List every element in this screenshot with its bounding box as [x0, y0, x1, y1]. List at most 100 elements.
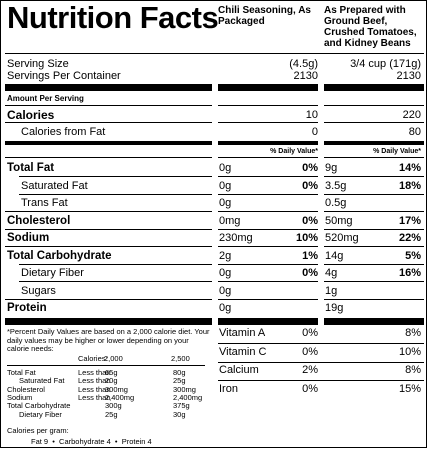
- footnote-row-nutrient: Cholesterol: [7, 384, 45, 394]
- footnote-text: *Percent Daily Values are based on a 2,0…: [7, 327, 210, 353]
- divider: [324, 105, 424, 106]
- footnote-row-2000: 300g: [105, 401, 122, 411]
- footnote-row-2000: 300mg: [105, 384, 128, 394]
- nutrient-amount-col1: 0g: [219, 302, 232, 314]
- divider: [19, 281, 212, 282]
- divider: [5, 122, 212, 123]
- vitamin-dv-col1: 2%: [302, 364, 318, 376]
- nutrient-amount-col1: 0g: [219, 284, 232, 297]
- divider: [218, 263, 318, 265]
- footnote-row-2500: 375g: [173, 401, 190, 411]
- nutrient-dv-col1: 1%: [302, 249, 318, 262]
- thick-bar: [5, 318, 212, 325]
- vitamin-dv-col2: 8%: [405, 327, 421, 339]
- footnote-row-2000: 65g: [105, 368, 118, 377]
- serving-size-col2: 3/4 cup (171g): [350, 58, 421, 70]
- footnote-header-2500: 2,500: [171, 354, 190, 363]
- divider: [7, 365, 205, 366]
- dv-header-col2: % Daily Value*: [373, 148, 421, 155]
- divider: [218, 105, 318, 106]
- divider: [324, 157, 424, 158]
- column-header-as-packaged: Chili Seasoning, As Packaged: [218, 5, 311, 27]
- nutrient-amount-col2: 0.5g: [325, 197, 347, 209]
- servings-per-container-label: Servings Per Container: [7, 70, 121, 82]
- nutrient-amount-col2: 4g: [325, 267, 338, 279]
- thick-bar: [218, 84, 318, 91]
- medium-bar: [218, 141, 318, 145]
- vitamin-dv-col2: 10%: [398, 345, 421, 358]
- thick-bar: [324, 318, 424, 325]
- divider: [218, 122, 318, 123]
- divider: [218, 211, 318, 212]
- calories-from-fat-label: Calories from Fat: [21, 126, 106, 138]
- calories-col2: 220: [402, 109, 421, 121]
- serving-size-label: Serving Size: [7, 58, 69, 70]
- divider: [218, 246, 318, 247]
- divider: [5, 298, 212, 300]
- footnote-row-2000: 25g: [105, 409, 118, 419]
- divider: [324, 263, 424, 265]
- label-title: Nutrition Facts: [7, 0, 219, 35]
- divider: [19, 263, 212, 265]
- divider: [324, 211, 424, 212]
- divider: [5, 105, 212, 106]
- footnote-row-nutrient: Total Carbohydrate: [7, 401, 71, 411]
- footnote-row-2500: 30g: [173, 409, 186, 419]
- nutrient-dv-col1: 0%: [302, 162, 318, 174]
- servings-per-container-col1: 2130: [293, 70, 318, 82]
- divider: [19, 176, 212, 177]
- divider: [218, 380, 424, 381]
- nutrient-amount-col1: 0mg: [219, 214, 241, 227]
- vitamin-dv-col2: 8%: [405, 364, 421, 376]
- divider: [5, 228, 212, 230]
- nutrient-amount-col2: 50mg: [325, 214, 353, 227]
- nutrient-amount-col1: 0g: [219, 162, 232, 174]
- vitamin-dv-col1: 0%: [302, 345, 318, 358]
- nutrient-dv-col1: 0%: [302, 267, 318, 279]
- calories-from-fat-col1: 0: [311, 126, 318, 138]
- nutrient-dv-col1: 0%: [302, 214, 318, 227]
- divider: [324, 193, 424, 195]
- nutrient-amount-col1: 0g: [219, 267, 232, 279]
- footnote-header-2000: 2,000: [104, 354, 123, 363]
- dv-header-col1: % Daily Value*: [270, 148, 318, 155]
- nutrient-amount-col1: 230mg: [219, 232, 253, 244]
- thick-bar: [324, 84, 424, 91]
- nutrient-dv-col2: 5%: [405, 249, 421, 262]
- nutrient-dv-col2: 18%: [398, 179, 421, 192]
- divider: [324, 246, 424, 247]
- footnote-row-nutrient: Dietary Fiber: [19, 409, 62, 419]
- divider: [324, 228, 424, 230]
- nutrient-dv-col1: 10%: [295, 232, 318, 244]
- nutrient-label: Protein: [7, 302, 47, 314]
- nutrient-amount-col1: 0g: [219, 179, 232, 192]
- nutrient-amount-col1: 0g: [219, 197, 232, 209]
- nutrient-amount-col2: 9g: [325, 162, 338, 174]
- nutrient-label: Sodium: [7, 232, 50, 244]
- thick-bar: [218, 318, 318, 325]
- calories-per-gram-values: Fat 9 • Carbohydrate 4 • Protein 4: [31, 437, 152, 446]
- divider: [5, 53, 424, 54]
- divider: [324, 281, 424, 282]
- divider: [218, 343, 424, 344]
- divider: [218, 193, 318, 195]
- vitamin-label: Calcium: [219, 364, 259, 376]
- calories-col1: 10: [305, 109, 318, 121]
- nutrient-dv-col2: 16%: [398, 267, 421, 279]
- divider: [324, 122, 424, 123]
- nutrient-dv-col2: 17%: [398, 214, 421, 227]
- footnote-row-qualifier: Less than: [78, 392, 111, 402]
- calories-from-fat-col2: 80: [408, 126, 421, 138]
- nutrient-dv-col2: 22%: [398, 232, 421, 244]
- footnote-row-2500: 2,400mg: [173, 392, 203, 402]
- nutrient-label: Total Carbohydrate: [7, 249, 112, 262]
- amount-per-serving: Amount Per Serving: [7, 94, 84, 103]
- divider: [5, 211, 212, 212]
- divider: [324, 176, 424, 177]
- footnote-row-2500: 25g: [173, 376, 186, 386]
- footnote-header-calories: Calories:: [78, 354, 108, 363]
- medium-bar: [5, 141, 212, 145]
- vitamin-label: Vitamin A: [219, 327, 266, 339]
- divider: [218, 298, 318, 300]
